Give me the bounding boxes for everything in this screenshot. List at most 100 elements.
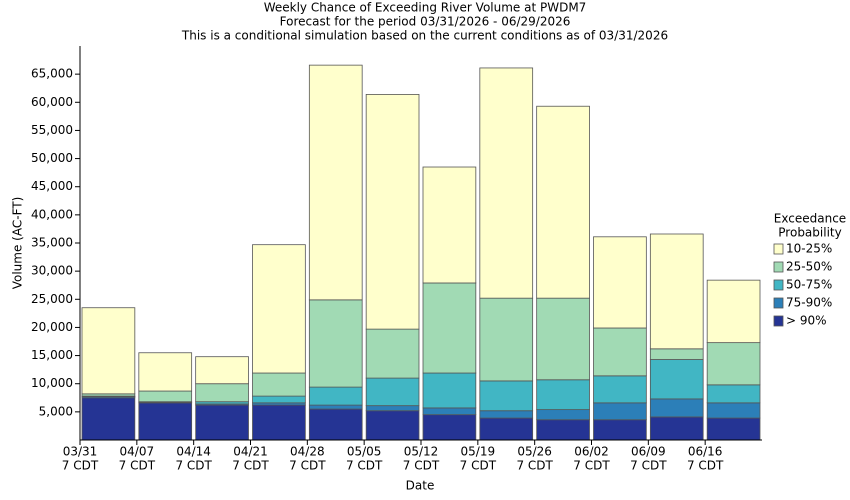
x-tick-label: 03/31	[63, 445, 98, 459]
bar-segment	[365, 377, 420, 407]
bar-segment	[479, 380, 534, 412]
x-tick-label: 05/12	[404, 445, 439, 459]
x-tick-label: 7 CDT	[289, 459, 326, 473]
bar-segment	[365, 410, 420, 441]
x-axis-label: Date	[406, 479, 435, 493]
y-tick-label: 55,000	[31, 123, 73, 137]
legend-label: > 90%	[786, 314, 827, 328]
x-tick-label: 7 CDT	[232, 459, 269, 473]
x-tick-label: 05/19	[461, 445, 496, 459]
bar-segment	[308, 404, 363, 410]
legend-swatch	[773, 297, 784, 309]
bar-segment	[308, 299, 363, 388]
bar-segment	[706, 279, 761, 344]
legend-title: Exceedance	[774, 212, 846, 226]
bar-segment	[252, 244, 306, 374]
bar-segment	[195, 356, 249, 385]
x-tick-label: 04/07	[120, 445, 155, 459]
legend-swatch	[773, 315, 784, 327]
legend-label: 10-25%	[786, 242, 832, 256]
legend-label: 50-75%	[786, 278, 832, 292]
x-tick-label: 7 CDT	[62, 459, 99, 473]
bar-segment	[593, 327, 647, 377]
y-tick-label: 40,000	[31, 207, 73, 221]
legend-swatch	[773, 261, 784, 273]
x-tick-label: 06/16	[688, 445, 723, 459]
bar-segment	[81, 397, 136, 441]
bar-segment	[195, 404, 249, 441]
bar-segment	[195, 383, 249, 403]
bar-segment	[81, 307, 136, 395]
x-tick-label: 04/21	[233, 445, 268, 459]
y-tick-label: 25,000	[31, 292, 73, 306]
bar-segment	[706, 417, 761, 441]
y-tick-label: 35,000	[31, 236, 73, 250]
bar-segment	[593, 236, 647, 329]
x-tick-label: 06/09	[631, 445, 666, 459]
x-tick-label: 06/02	[574, 445, 609, 459]
bar-segment	[308, 408, 363, 441]
y-tick-label: 15,000	[31, 348, 73, 362]
x-tick-label: 04/28	[290, 445, 325, 459]
x-tick-label: 7 CDT	[573, 459, 610, 473]
bar-segment	[422, 372, 477, 409]
y-tick-label: 60,000	[31, 95, 73, 109]
chart-subtitle: This is a conditional simulation based o…	[181, 29, 668, 43]
bar-segment	[365, 405, 420, 412]
bar-segment	[365, 328, 420, 379]
bar-segment	[422, 414, 477, 441]
bar-segment	[706, 402, 761, 419]
bar-segment	[649, 233, 704, 350]
legend-title: Probability	[778, 226, 841, 240]
x-tick-label: 7 CDT	[403, 459, 440, 473]
bar-segment	[138, 352, 193, 392]
bar-segment	[479, 417, 534, 441]
bar-segment	[706, 384, 761, 404]
y-tick-label: 50,000	[31, 151, 73, 165]
chart-title: Weekly Chance of Exceeding River Volume …	[264, 1, 587, 15]
bar-segment	[308, 386, 363, 406]
bar-segment	[536, 297, 590, 381]
y-tick-label: 5,000	[39, 404, 73, 418]
legend-label: 25-50%	[786, 260, 832, 274]
bar-segment	[422, 166, 477, 284]
x-tick-label: 05/05	[347, 445, 382, 459]
y-tick-label: 65,000	[31, 67, 73, 81]
bar-segment	[365, 94, 420, 330]
y-tick-label: 10,000	[31, 376, 73, 390]
legend-swatch	[773, 279, 784, 291]
bar-segment	[252, 404, 306, 441]
chart-subtitle: Forecast for the period 03/31/2026 - 06/…	[280, 15, 571, 29]
x-tick-label: 05/26	[517, 445, 552, 459]
bar-segment	[308, 64, 363, 301]
bar-segment	[536, 409, 590, 421]
legend-label: 75-90%	[786, 296, 832, 310]
bar-segment	[252, 395, 306, 404]
bar-segment	[649, 416, 704, 441]
bar-segment	[138, 402, 193, 441]
bar-segment	[422, 282, 477, 374]
x-tick-label: 7 CDT	[630, 459, 667, 473]
x-tick-label: 04/14	[176, 445, 211, 459]
x-tick-label: 7 CDT	[119, 459, 156, 473]
bar-segment	[479, 410, 534, 419]
y-axis-label: Volume (AC-FT)	[11, 197, 25, 290]
bar-segment	[649, 348, 704, 360]
x-tick-label: 7 CDT	[460, 459, 497, 473]
bar-segment	[138, 390, 193, 403]
x-tick-label: 7 CDT	[516, 459, 553, 473]
y-tick-label: 45,000	[31, 179, 73, 193]
bar-segment	[593, 402, 647, 421]
bar-segment	[649, 359, 704, 400]
bar-segment	[649, 398, 704, 418]
bar-segment	[706, 342, 761, 386]
x-tick-label: 7 CDT	[175, 459, 212, 473]
bar-segment	[252, 372, 306, 397]
x-tick-label: 7 CDT	[687, 459, 724, 473]
y-tick-label: 30,000	[31, 264, 73, 278]
bar-segment	[479, 297, 534, 382]
legend-swatch	[773, 243, 784, 255]
y-tick-label: 20,000	[31, 320, 73, 334]
bar-segment	[593, 419, 647, 441]
